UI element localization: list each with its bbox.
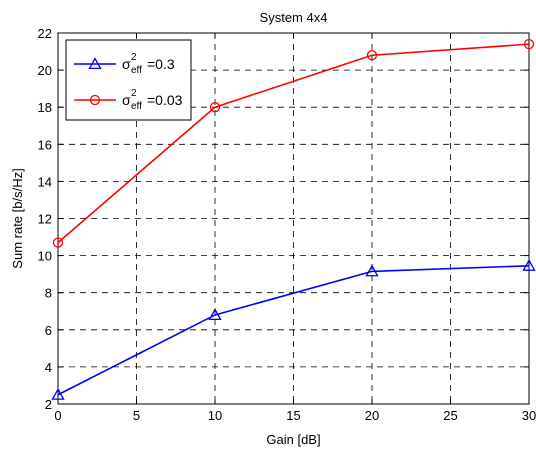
x-axis-label: Gain [dB] [266, 432, 320, 447]
data-point-marker [51, 387, 65, 400]
data-point-marker [366, 50, 378, 61]
legend-subscript: eff [131, 65, 142, 76]
y-tick-label: 8 [45, 286, 52, 301]
legend-superscript: 2 [131, 52, 137, 63]
series-line [57, 265, 530, 396]
legend-subscript: eff [131, 101, 142, 112]
legend-marker [89, 94, 101, 106]
legend-box [65, 39, 192, 121]
y-tick-label: 12 [38, 212, 52, 227]
y-tick-label: 18 [38, 100, 52, 115]
data-point-marker [209, 102, 221, 113]
y-tick-label: 4 [45, 360, 52, 375]
legend-superscript: 2 [131, 88, 137, 99]
x-tick-label: 20 [365, 408, 379, 423]
chart-title: System 4x4 [260, 10, 328, 25]
y-tick-label: 10 [38, 249, 52, 264]
y-tick-label: 22 [38, 26, 52, 41]
series-1 [51, 258, 536, 400]
y-axis-label: Sum rate [b/s/Hz] [10, 168, 25, 268]
legend-label: =0.3 [147, 56, 175, 72]
legend-label: =0.03 [147, 92, 183, 108]
series [51, 38, 536, 400]
x-tick-label: 15 [286, 408, 300, 423]
y-tick-label: 6 [45, 323, 52, 338]
x-tick-label: 25 [443, 408, 457, 423]
y-tick-label: 2 [45, 397, 52, 412]
x-tick-label: 0 [54, 408, 61, 423]
data-point-marker [523, 38, 535, 50]
legend-symbol: σ [122, 56, 131, 72]
x-tick-label: 10 [208, 408, 222, 423]
series-line [57, 43, 530, 244]
data-point-marker [208, 308, 222, 321]
data-point-marker [365, 264, 379, 277]
data-point-marker [522, 258, 536, 271]
data-point-marker [52, 237, 64, 248]
x-tick-label: 30 [522, 408, 536, 423]
y-tick-label: 20 [38, 63, 52, 78]
series-2 [52, 38, 535, 248]
x-tick-label: 5 [133, 408, 140, 423]
y-tick-label: 14 [38, 174, 52, 189]
legend-marker [88, 57, 102, 70]
y-tick-label: 16 [38, 137, 52, 152]
legend-symbol: σ [122, 92, 131, 108]
